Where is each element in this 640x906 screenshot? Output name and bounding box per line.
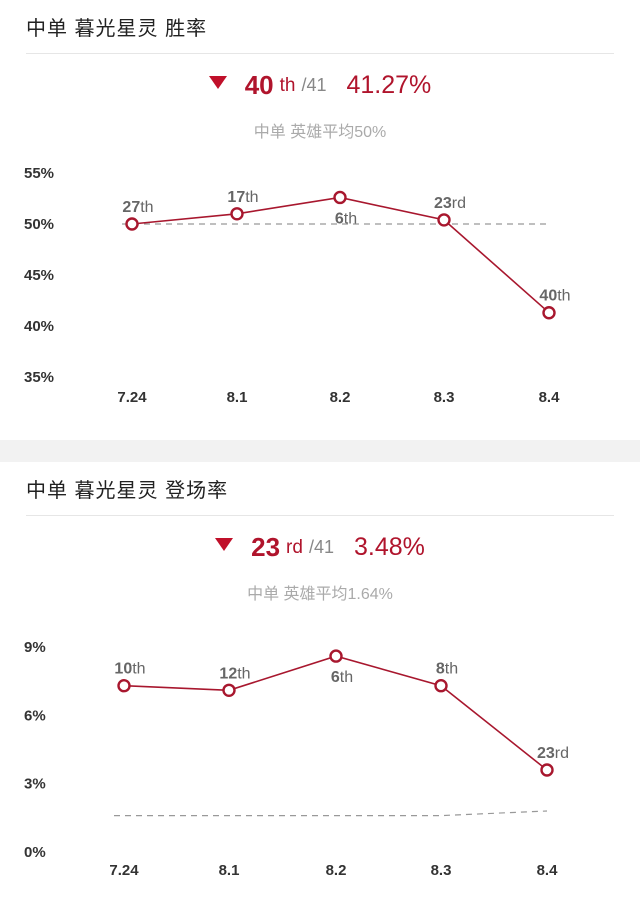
rank-data-label: 23rd: [537, 745, 569, 762]
rank-data-label: 6th: [331, 669, 353, 686]
down-triangle-icon: [208, 76, 227, 89]
rank-data-label: 23rd: [434, 195, 466, 212]
y-tick-label: 6%: [24, 707, 46, 724]
title-divider: [26, 515, 614, 516]
panel-title: 中单 暮光星灵 登场率: [26, 480, 229, 502]
x-tick-label: 8.1: [219, 862, 240, 879]
y-tick-label: 45%: [24, 267, 54, 284]
x-tick-label: 7.24: [109, 862, 139, 879]
rank-suffix: th: [279, 74, 296, 96]
panel-title: 中单 暮光星灵 胜率: [26, 18, 208, 40]
data-point: [125, 217, 139, 231]
x-tick-label: 8.3: [431, 862, 452, 879]
data-point: [329, 649, 343, 663]
rank-data-label: 8th: [436, 661, 458, 678]
x-tick-label: 8.1: [227, 389, 248, 406]
y-tick-label: 40%: [24, 318, 54, 335]
average-text: 中单 英雄平均50%: [253, 124, 387, 141]
rank-data-label: 27th: [122, 199, 153, 216]
data-point: [117, 679, 131, 693]
section-gap: [0, 440, 640, 462]
rank-suffix: rd: [286, 536, 303, 558]
winrate-line-chart: 55% 50% 45% 40% 35% 7.24 8.1 8.2 8.3 8.4 27th 17th 6…: [24, 165, 571, 406]
rank-data-label: 6th: [335, 210, 357, 227]
rank-data-label: 12th: [219, 665, 250, 682]
x-tick-label: 8.4: [537, 862, 559, 879]
data-point: [230, 207, 244, 221]
rank-data-label: 17th: [227, 189, 258, 206]
rank-number: 40: [244, 70, 274, 100]
x-tick-label: 8.3: [434, 389, 455, 406]
rank-data-label: 10th: [114, 661, 145, 678]
x-tick-label: 8.4: [539, 389, 561, 406]
y-tick-label: 55%: [24, 165, 54, 182]
down-triangle-icon: [215, 538, 234, 551]
average-text: 中单 英雄平均1.64%: [247, 586, 393, 603]
stat-value: 3.48%: [353, 533, 425, 561]
data-point: [437, 213, 451, 227]
pickrate-line-chart: 9% 6% 3% 0% 7.24 8.1 8.2 8.3 8.4 10th 12th 6th 8th 23…: [24, 639, 569, 879]
x-tick-label: 8.2: [330, 389, 351, 406]
y-tick-label: 0%: [24, 844, 46, 861]
data-point: [540, 763, 554, 777]
average-dashed-line: [114, 810, 548, 817]
rank-total: /41: [308, 537, 334, 557]
stat-value: 41.27%: [346, 71, 432, 99]
x-tick-label: 7.24: [117, 389, 147, 406]
data-point: [434, 679, 448, 693]
rank-total: /41: [301, 75, 327, 95]
y-tick-label: 35%: [24, 369, 54, 386]
y-tick-label: 9%: [24, 639, 46, 656]
x-tick-label: 8.2: [326, 862, 347, 879]
data-point: [333, 190, 347, 205]
title-divider: [26, 53, 614, 54]
y-tick-label: 50%: [24, 216, 54, 233]
rank-data-label: 40th: [539, 288, 570, 305]
rank-number: 23: [251, 532, 281, 562]
data-point: [222, 683, 236, 697]
data-point: [542, 306, 556, 320]
y-tick-label: 3%: [24, 776, 46, 793]
